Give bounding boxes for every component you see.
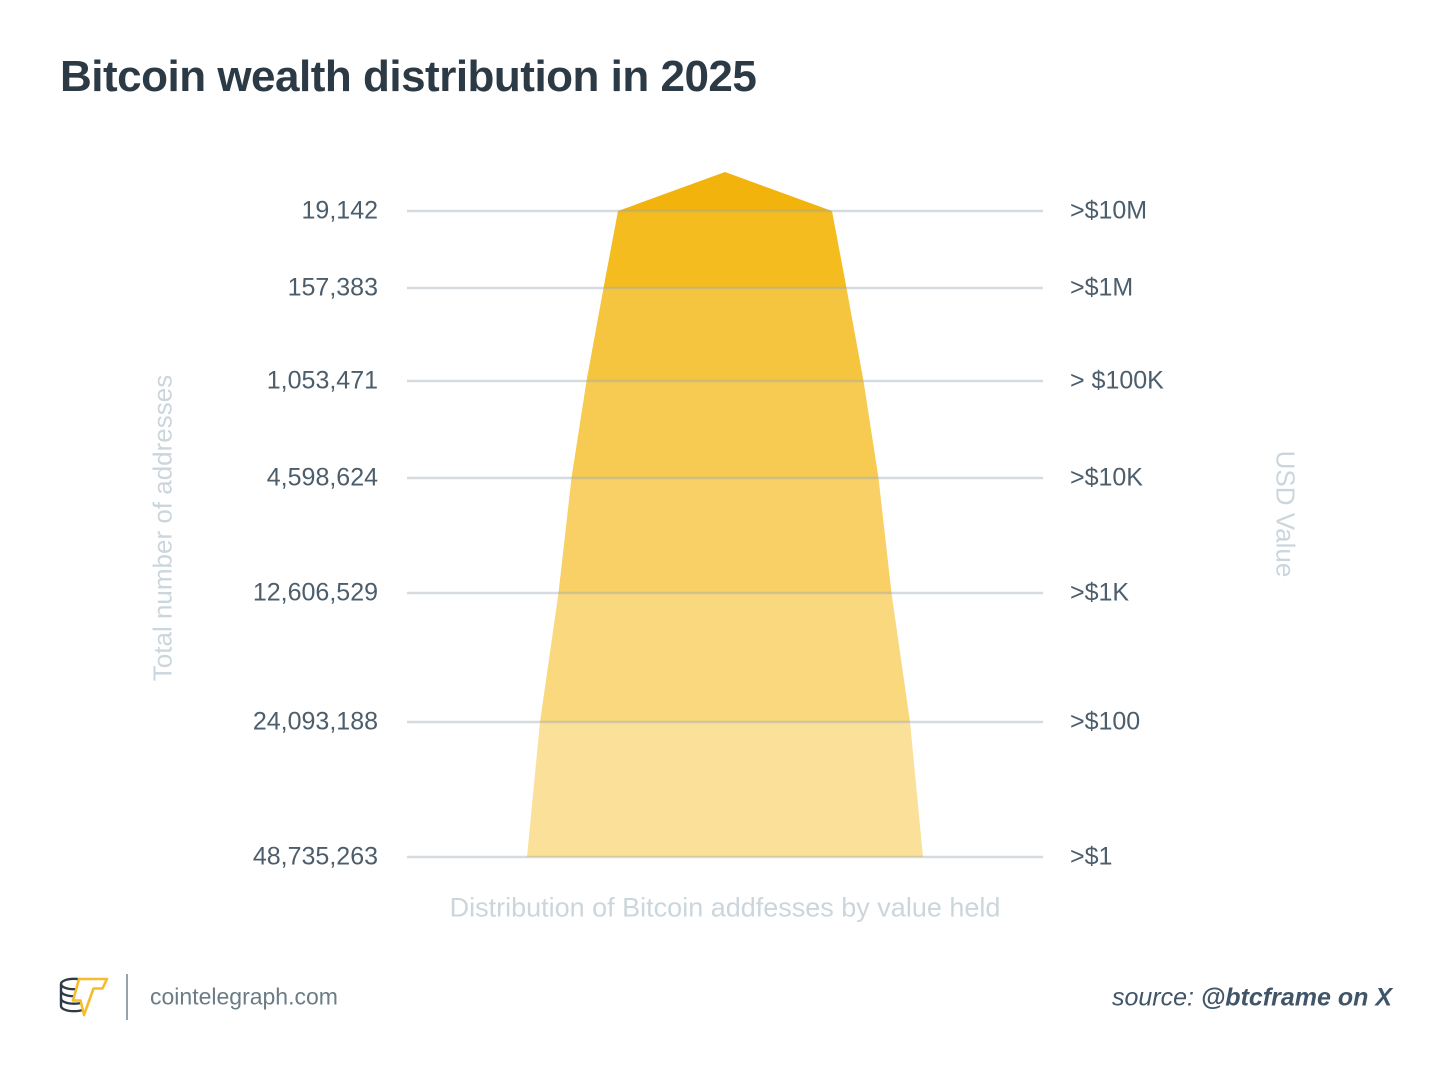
address-count-label: 19,142	[301, 196, 378, 225]
address-count-label: 4,598,624	[266, 463, 378, 492]
usd-tier-label: >$10K	[1070, 463, 1143, 492]
cointelegraph-logo-icon	[59, 977, 109, 1017]
address-count-label: 24,093,188	[252, 707, 378, 736]
usd-tier-label: > $100K	[1070, 366, 1164, 395]
usd-tier-label: >$1M	[1070, 273, 1134, 302]
footer-source-text: source: @btcframe on X	[1112, 984, 1392, 1013]
source-prefix: source:	[1111, 983, 1194, 1012]
footer-divider	[126, 974, 128, 1020]
address-count-label: 48,735,263	[252, 842, 378, 871]
footer-site-text: cointelegraph.com	[150, 983, 338, 1010]
y-axis-label-right: USD Value	[1270, 450, 1301, 578]
usd-tier-label: >$10M	[1070, 196, 1148, 225]
address-count-label: 12,606,529	[252, 578, 378, 607]
address-count-label: 157,383	[287, 273, 378, 302]
address-count-label: 1,053,471	[266, 366, 378, 395]
usd-tier-label: >$1	[1070, 842, 1113, 871]
source-handle: @btcframe on X	[1200, 983, 1392, 1012]
x-axis-label: Distribution of Bitcoin addfesses by val…	[449, 892, 1001, 923]
usd-tier-label: >$1K	[1070, 578, 1130, 607]
y-axis-label-left: Total number of addresses	[147, 374, 178, 682]
page-title: Bitcoin wealth distribution in 2025	[60, 52, 757, 101]
usd-tier-label: >$100	[1070, 707, 1141, 736]
